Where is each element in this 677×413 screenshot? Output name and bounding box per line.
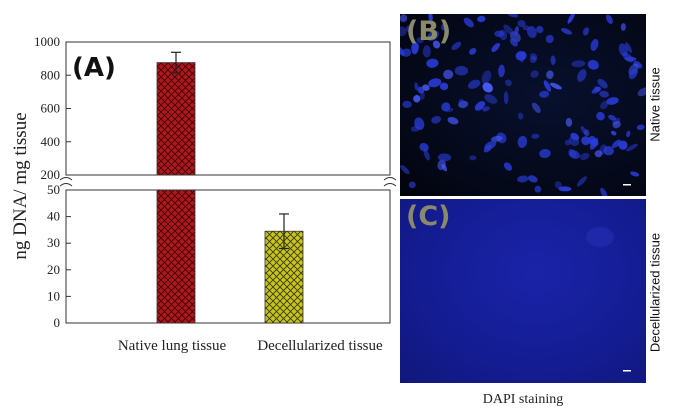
y-tick-label-lower: 20	[47, 262, 60, 277]
category-label-decellularized: Decellularized tissue	[257, 338, 383, 354]
y-tick-label-upper: 1000	[34, 34, 60, 49]
bars	[156, 62, 304, 324]
axis-break-marks	[59, 177, 397, 187]
image-caption: DAPI staining	[482, 392, 564, 407]
y-tick-label-lower: 40	[47, 209, 60, 224]
bar-chart: 200 400 600 800 1000 0 10 20 30 40 50 Native lung…	[10, 34, 397, 354]
error-bars	[171, 51, 289, 250]
scale-bar-b	[623, 184, 631, 186]
panel-label-a: (A)	[72, 53, 116, 83]
y-tick-label-lower: 30	[47, 235, 60, 250]
side-label-decellularized-tissue: Decellularized tissue	[647, 232, 663, 353]
y-tick-label-upper: 600	[41, 101, 61, 116]
bar-native-lung-tissue-lower	[156, 189, 196, 324]
y-tick-label-lower: 50	[47, 182, 60, 197]
y-tick-label-upper: 400	[41, 134, 61, 149]
y-ticks-lower: 0 10 20 30 40 50	[47, 182, 71, 330]
micrograph-native-tissue: (B)	[400, 14, 646, 196]
category-label-native: Native lung tissue	[118, 338, 227, 354]
panel-label-b: (B)	[406, 16, 452, 47]
y-tick-label-upper: 200	[41, 167, 61, 182]
micrograph-decellularized-tissue: (C)	[400, 199, 646, 383]
bar-native-lung-tissue-upper	[156, 62, 196, 176]
y-tick-label-lower: 10	[47, 288, 60, 303]
panel-label-c: (C)	[406, 201, 451, 232]
side-label-native-tissue: Native tissue	[647, 67, 663, 142]
plot-frame-lower	[65, 189, 391, 324]
scale-bar-c	[623, 370, 631, 372]
y-tick-label-lower: 0	[54, 315, 61, 330]
y-axis-label: ng DNA/ mg tissue	[10, 112, 31, 259]
y-tick-label-upper: 800	[41, 67, 61, 82]
y-ticks-upper: 200 400 600 800 1000	[34, 34, 71, 182]
